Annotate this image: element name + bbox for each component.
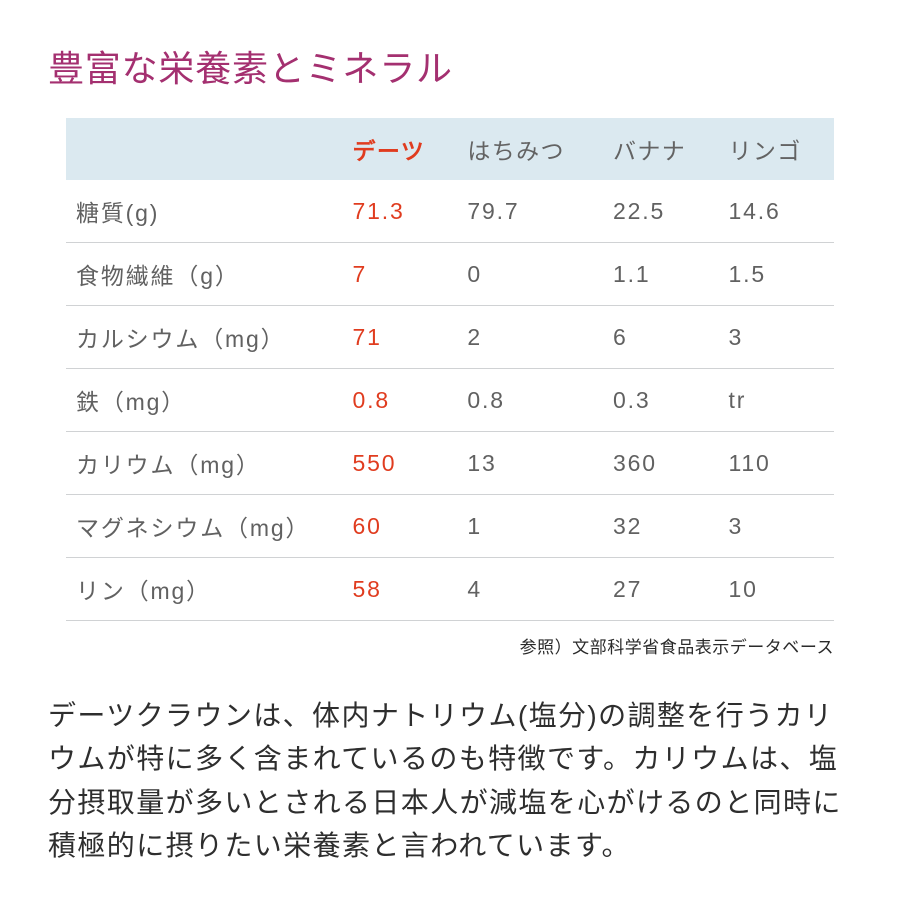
row-label: カリウム（mg） (66, 432, 342, 495)
table-cell: 0.3 (603, 369, 718, 432)
citation-text: 参照）文部科学省食品表示データベース (48, 633, 834, 658)
table-cell: 14.6 (719, 180, 835, 243)
table-body: 糖質(g)71.379.722.514.6食物繊維（g）701.11.5カルシウ… (66, 180, 834, 621)
table-cell: tr (719, 369, 835, 432)
table-header-1: デーツ (342, 118, 457, 180)
table-row: マグネシウム（mg）601323 (66, 495, 834, 558)
table-row: 糖質(g)71.379.722.514.6 (66, 180, 834, 243)
table-cell: 360 (603, 432, 718, 495)
table-cell: 1 (457, 495, 603, 558)
row-label: マグネシウム（mg） (66, 495, 342, 558)
table-cell: 0.8 (342, 369, 457, 432)
table-cell: 2 (457, 306, 603, 369)
nutrition-table: デーツはちみつバナナリンゴ 糖質(g)71.379.722.514.6食物繊維（… (66, 118, 834, 621)
row-label: 食物繊維（g） (66, 243, 342, 306)
table-header-4: リンゴ (719, 118, 835, 180)
table-cell: 3 (719, 306, 835, 369)
table-cell: 79.7 (457, 180, 603, 243)
table-cell: 7 (342, 243, 457, 306)
table-row: カリウム（mg）55013360110 (66, 432, 834, 495)
table-row: カルシウム（mg）71263 (66, 306, 834, 369)
table-header-2: はちみつ (457, 118, 603, 180)
nutrition-table-wrap: デーツはちみつバナナリンゴ 糖質(g)71.379.722.514.6食物繊維（… (66, 118, 834, 621)
table-cell: 60 (342, 495, 457, 558)
table-cell: 71 (342, 306, 457, 369)
table-row: 食物繊維（g）701.11.5 (66, 243, 834, 306)
table-cell: 0 (457, 243, 603, 306)
table-header-row: デーツはちみつバナナリンゴ (66, 118, 834, 180)
table-cell: 10 (719, 558, 835, 621)
table-cell: 58 (342, 558, 457, 621)
table-cell: 22.5 (603, 180, 718, 243)
table-header-empty (66, 118, 342, 180)
table-cell: 13 (457, 432, 603, 495)
page-title: 豊富な栄養素とミネラル (48, 40, 852, 92)
row-label: 糖質(g) (66, 180, 342, 243)
table-cell: 1.5 (719, 243, 835, 306)
table-cell: 3 (719, 495, 835, 558)
table-cell: 27 (603, 558, 718, 621)
table-cell: 32 (603, 495, 718, 558)
row-label: リン（mg） (66, 558, 342, 621)
table-cell: 0.8 (457, 369, 603, 432)
row-label: カルシウム（mg） (66, 306, 342, 369)
table-cell: 71.3 (342, 180, 457, 243)
table-header-3: バナナ (603, 118, 718, 180)
body-paragraph: デーツクラウンは、体内ナトリウム(塩分)の調整を行うカリウムが特に多く含まれてい… (48, 694, 852, 868)
row-label: 鉄（mg） (66, 369, 342, 432)
table-cell: 110 (719, 432, 835, 495)
table-cell: 6 (603, 306, 718, 369)
table-row: 鉄（mg）0.80.80.3tr (66, 369, 834, 432)
table-cell: 550 (342, 432, 457, 495)
table-cell: 1.1 (603, 243, 718, 306)
table-cell: 4 (457, 558, 603, 621)
table-row: リン（mg）5842710 (66, 558, 834, 621)
